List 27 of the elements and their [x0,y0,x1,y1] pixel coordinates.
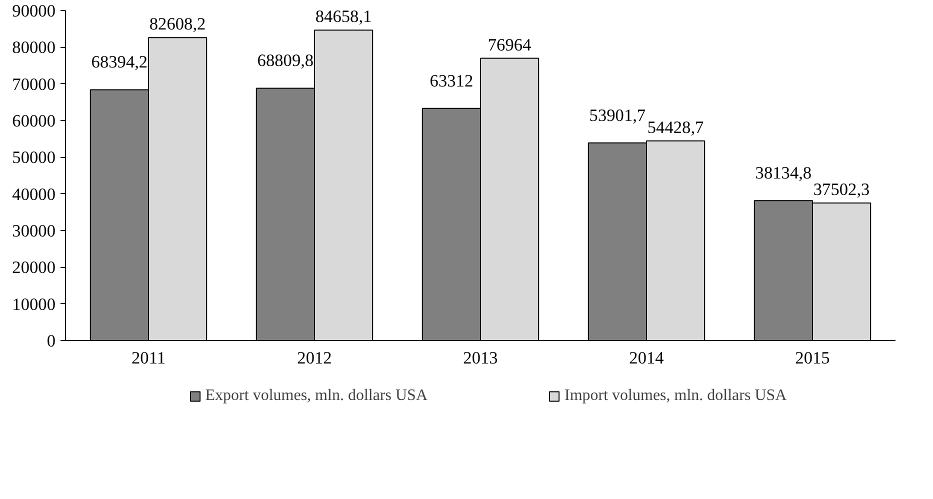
data-label: 54428,7 [647,118,704,137]
legend-label: Import volumes, mln. dollars USA [564,387,787,405]
data-label: 76964 [488,35,532,54]
data-label: 53901,7 [589,106,646,125]
y-tick-label: 70000 [12,74,56,94]
data-label: 37502,3 [813,180,870,199]
data-label: 82608,2 [149,14,206,34]
x-tick-label: 2014 [629,348,664,368]
y-tick-label: 90000 [12,2,56,20]
y-tick-label: 40000 [12,184,56,204]
y-tick-label: 80000 [12,38,56,58]
legend-label: Export volumes, mln. dollars USA [205,387,428,405]
y-tick-label: 0 [46,332,56,350]
y-tick-label: 10000 [12,294,56,314]
data-label: 68809,8 [257,51,314,70]
y-tick-label: 30000 [12,222,56,240]
x-tick-label: 2013 [463,348,498,368]
data-label: 38134,8 [755,164,812,183]
x-tick-label: 2015 [795,348,830,368]
x-tick-label: 2012 [297,348,332,368]
y-tick-label: 50000 [12,148,56,168]
x-tick-label: 2011 [131,348,166,368]
data-label: 84658,1 [315,7,372,26]
y-tick-label: 20000 [12,258,56,278]
data-label: 68394,2 [91,52,148,72]
data-label: 63312 [430,71,474,90]
y-tick-label: 60000 [12,112,56,130]
